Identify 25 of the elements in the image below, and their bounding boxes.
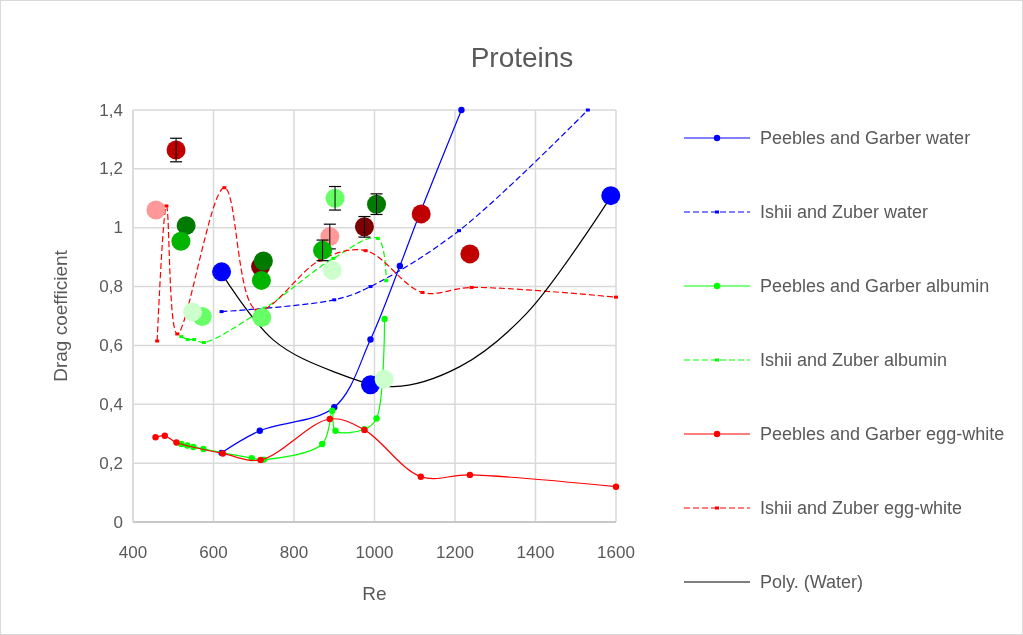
x-tick-label: 800 xyxy=(279,542,309,562)
y-tick-label: 1,4 xyxy=(99,100,123,120)
x-axis-title: Re xyxy=(362,582,387,604)
x-tick-label: 1400 xyxy=(516,542,555,562)
y-tick-label: 0,8 xyxy=(99,277,123,297)
x-tick-label: 1200 xyxy=(436,542,474,562)
x-tick-label: 1600 xyxy=(597,542,635,562)
chart-title: Proteins xyxy=(470,41,574,73)
x-tick-label: 400 xyxy=(118,542,148,562)
legend-label: Peebles and Garber water xyxy=(760,128,971,148)
x-tick-label: 600 xyxy=(199,542,228,562)
y-axis-title: Drag coefficient xyxy=(49,249,71,382)
y-tick-label: 1 xyxy=(113,218,123,238)
legend-label: Peebles and Garber albumin xyxy=(760,276,990,296)
x-tick-label: 1000 xyxy=(355,542,394,562)
y-tick-label: 0,2 xyxy=(99,453,123,473)
y-tick-label: 0,6 xyxy=(99,335,123,355)
y-tick-label: 0 xyxy=(113,512,123,532)
legend-label: Ishii and Zuber egg-white xyxy=(760,498,963,518)
y-tick-label: 0,4 xyxy=(99,394,123,414)
y-tick-label: 1,2 xyxy=(99,159,123,179)
legend-label: Ishii and Zuber water xyxy=(760,202,929,222)
legend-label: Ishii and Zuber albumin xyxy=(760,350,948,370)
legend-label: Peebles and Garber egg-white xyxy=(760,424,1005,444)
legend-label: Poly. (Water) xyxy=(760,572,864,592)
